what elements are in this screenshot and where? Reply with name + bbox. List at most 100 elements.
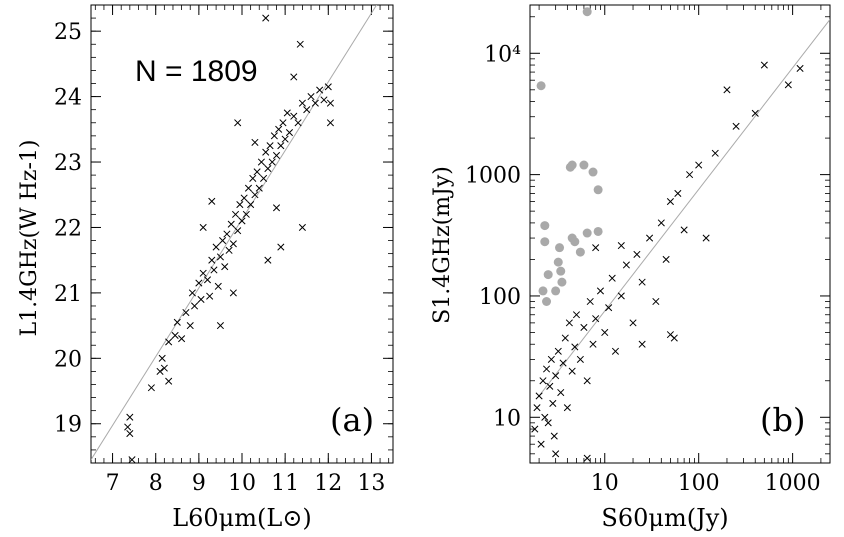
data-point-cross <box>563 404 571 412</box>
y-tick-label: 25 <box>54 20 82 45</box>
data-point-cross <box>234 227 242 235</box>
data-point-cross <box>234 119 242 127</box>
data-point-cross <box>126 413 134 421</box>
panel-a-ylabel: L1.4GHz(W Hz-1) <box>17 140 42 337</box>
data-point-cross <box>277 142 285 150</box>
data-point-cross <box>283 109 291 117</box>
data-point-circle <box>593 226 603 236</box>
data-point-cross <box>565 319 573 327</box>
data-point-circle <box>551 286 561 296</box>
x-tick-label: 10 <box>591 471 619 496</box>
data-point-cross <box>253 168 261 176</box>
data-point-cross <box>229 289 237 297</box>
y-tick-label: 23 <box>54 151 82 176</box>
panel-b-fit-line <box>538 19 830 397</box>
data-point-cross <box>542 365 551 373</box>
data-point-cross <box>320 96 328 104</box>
y-tick-label: 10 <box>493 406 521 431</box>
data-point-cross <box>550 432 558 440</box>
data-point-cross <box>611 347 620 355</box>
data-point-cross <box>633 250 641 258</box>
y-tick-label: 100 <box>479 285 521 310</box>
data-point-cross <box>592 315 600 323</box>
data-point-cross <box>601 328 609 337</box>
data-point-cross <box>711 149 719 157</box>
data-point-circle <box>543 270 553 280</box>
panel-a-ticks <box>91 4 393 464</box>
data-point-circle <box>582 7 592 17</box>
data-point-cross <box>275 125 283 133</box>
data-point-cross <box>160 364 168 372</box>
data-point-cross <box>251 191 259 199</box>
data-point-cross <box>666 331 674 339</box>
data-point-circle <box>542 297 552 307</box>
data-point-cross <box>188 289 196 297</box>
data-point-cross <box>608 274 616 282</box>
data-point-cross <box>199 223 207 232</box>
data-point-cross <box>311 99 319 107</box>
x-tick-label: 100 <box>678 471 720 496</box>
data-point-cross <box>652 297 660 306</box>
data-point-cross <box>674 189 682 197</box>
data-point-cross <box>326 99 334 107</box>
panel-b-points <box>531 7 804 462</box>
data-point-cross <box>240 194 248 202</box>
data-point-cross <box>210 266 218 274</box>
data-point-circle <box>538 286 548 296</box>
data-point-cross <box>126 430 134 438</box>
data-point-cross <box>195 279 203 287</box>
data-point-cross <box>216 322 224 330</box>
data-point-cross <box>294 119 302 127</box>
data-point-cross <box>784 81 792 89</box>
data-point-cross <box>255 184 263 192</box>
panel-b-ylabel: S1.4GHz(mJy) <box>430 166 455 324</box>
data-point-cross <box>236 201 244 209</box>
panel-b-ticks <box>530 5 830 463</box>
data-point-cross <box>580 323 588 332</box>
y-tick-label: 21 <box>54 282 82 307</box>
data-point-cross <box>290 112 298 120</box>
data-point-cross <box>535 392 543 400</box>
y-tick-label: 22 <box>54 216 82 241</box>
data-point-cross <box>695 161 703 169</box>
data-point-cross <box>279 119 287 127</box>
data-point-cross <box>666 197 674 206</box>
data-point-circle <box>588 167 598 177</box>
data-point-cross <box>546 382 554 390</box>
data-point-cross <box>552 372 560 380</box>
data-point-cross <box>249 174 257 182</box>
panel-a-fit-line <box>91 5 378 460</box>
data-point-cross <box>554 347 562 355</box>
data-point-cross <box>298 223 306 232</box>
data-point-cross <box>303 106 311 114</box>
y-tick-label: 24 <box>54 86 82 111</box>
x-tick-label: 10 <box>228 471 256 496</box>
data-point-cross <box>203 276 212 284</box>
y-tick-label: 10⁴ <box>484 42 521 67</box>
data-point-cross <box>547 355 555 363</box>
panel-a: 7 8 9 10 11 12 13 19 20 21 22 23 24 25 N = 1809 (a) L… <box>17 4 394 532</box>
data-point-cross <box>290 73 298 81</box>
data-point-cross <box>316 86 324 94</box>
data-point-cross <box>206 292 214 300</box>
data-point-circle <box>540 221 550 231</box>
data-point-cross <box>173 318 181 326</box>
data-point-cross <box>586 297 594 306</box>
data-point-cross <box>638 278 646 286</box>
data-point-cross <box>324 83 332 91</box>
data-point-cross <box>216 253 224 261</box>
data-point-cross <box>165 377 173 385</box>
data-point-cross <box>732 122 740 130</box>
data-point-circle <box>579 160 589 170</box>
data-point-cross <box>266 142 274 150</box>
data-point-cross <box>760 61 768 69</box>
data-point-cross <box>723 86 731 94</box>
data-point-cross <box>244 184 253 192</box>
x-tick-label: 9 <box>192 471 206 496</box>
data-point-circle <box>553 257 563 267</box>
data-point-circle <box>536 81 546 91</box>
data-point-cross <box>247 201 255 209</box>
data-point-cross <box>539 377 547 385</box>
panel-b: 10 100 1000 10 100 1000 10⁴ (b) S60μm(Jy) S1.4… <box>430 4 831 532</box>
data-point-cross <box>285 129 294 137</box>
